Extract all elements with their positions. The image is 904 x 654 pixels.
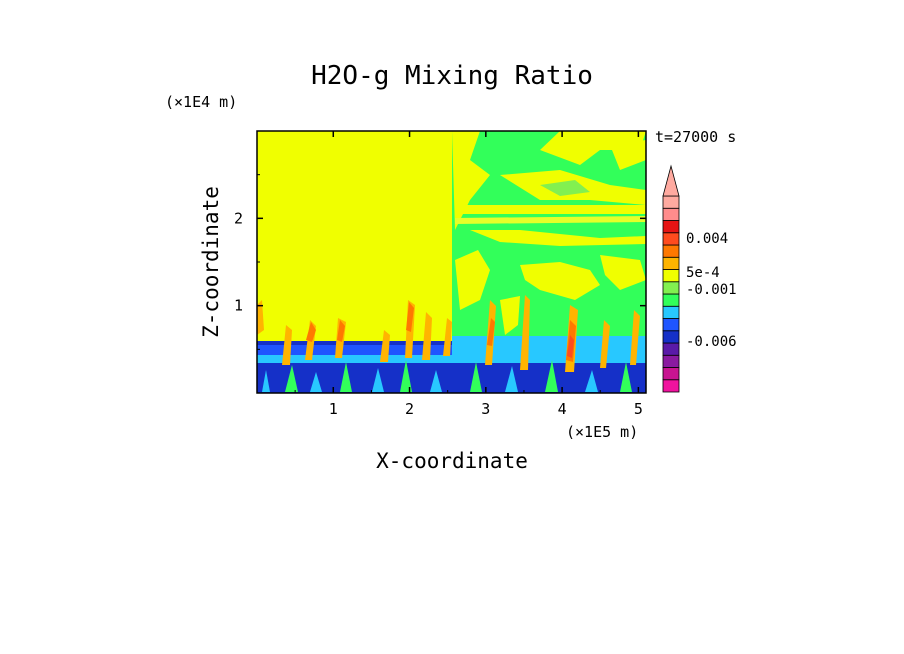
y-axis-label: Z-coordinate	[199, 186, 223, 338]
colorbar-segment	[662, 207, 680, 221]
heatmap-field	[257, 131, 646, 393]
x-axis-multiplier: (×1E5 m)	[566, 423, 638, 441]
colorbar-segment	[662, 293, 680, 307]
colorbar-segment	[662, 305, 680, 319]
colorbar-label: -0.001	[686, 282, 737, 298]
colorbar-segment	[662, 256, 680, 270]
colorbar-label: -0.006	[686, 334, 737, 350]
x-tick-label: 4	[558, 400, 567, 418]
colorbar-segment	[662, 342, 680, 356]
colorbar-segment	[662, 318, 680, 332]
colorbar-segment	[662, 330, 680, 344]
x-axis-label: X-coordinate	[376, 449, 528, 473]
x-tick-label: 2	[405, 400, 414, 418]
y-axis-multiplier: (×1E4 m)	[165, 93, 237, 111]
colorbar-segment	[662, 367, 680, 381]
x-tick-label: 1	[329, 400, 338, 418]
y-tick-label: 2	[234, 209, 243, 227]
x-tick-label: 3	[481, 400, 490, 418]
colorbar-segment	[662, 244, 680, 258]
chart-title: H2O-g Mixing Ratio	[311, 61, 593, 91]
colorbar-segment	[662, 195, 680, 209]
x-axis: 1 2 3 4 5	[294, 131, 643, 418]
colorbar-segment	[662, 281, 680, 295]
y-tick-label: 1	[234, 297, 243, 315]
colorbar-segment	[662, 379, 680, 393]
y-axis: 12	[234, 174, 646, 350]
colorbar-segment	[662, 354, 680, 368]
colorbar-overflow-arrow	[662, 164, 680, 197]
colorbar-segment	[662, 232, 680, 246]
colorbar: 0.004 5e-4-0.001 -0.006	[662, 164, 737, 393]
colorbar-label: 0.004	[686, 231, 728, 247]
time-label: t=27000 s	[655, 128, 736, 146]
colorbar-label: 5e-4	[686, 265, 720, 281]
colorbar-segment	[662, 269, 680, 283]
x-tick-label: 5	[634, 400, 643, 418]
colorbar-segment	[662, 220, 680, 234]
